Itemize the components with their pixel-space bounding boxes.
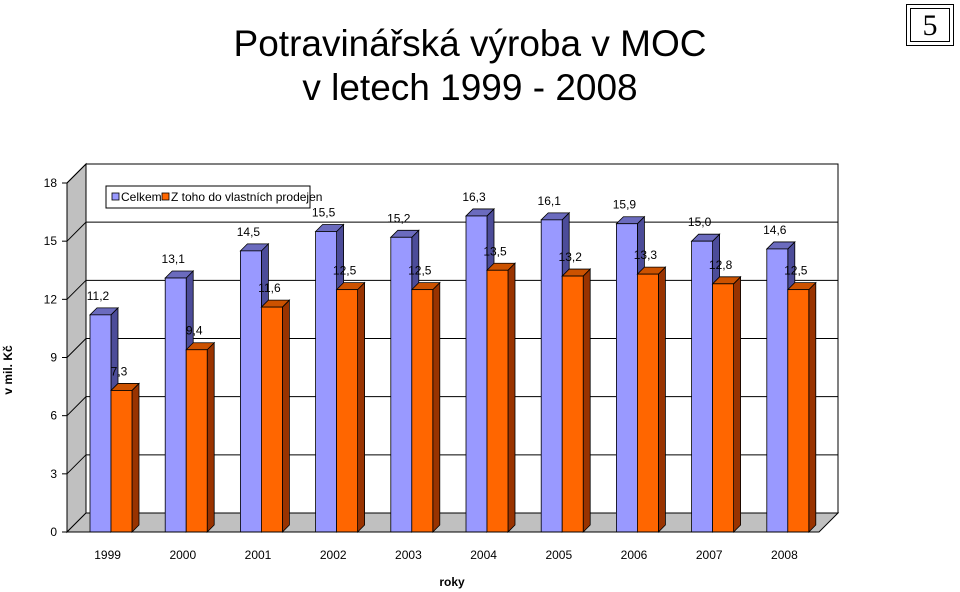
x-tick-label: 2006 (621, 548, 648, 562)
legend-swatch-vlastni-prodejny (161, 192, 170, 201)
bar-side (206, 341, 215, 533)
x-axis-title: roky (439, 575, 465, 589)
bar-vlastni-prodejny-2002 (335, 281, 366, 533)
x-tick-label: 2005 (545, 548, 572, 562)
data-label: 12,5 (784, 264, 808, 278)
slide-number: 5 (910, 8, 950, 42)
bar-front (616, 223, 638, 533)
data-label: 16,1 (538, 194, 562, 208)
bar-front (89, 314, 112, 533)
data-label: 15,9 (613, 198, 637, 212)
y-tick-label: 0 (50, 525, 57, 539)
bar-front (561, 275, 584, 533)
bar-front (110, 390, 133, 533)
bar-front (691, 240, 713, 533)
bar-vlastni-prodejny-2001 (260, 299, 291, 533)
gridline (66, 163, 838, 184)
bar-front (390, 236, 413, 533)
bar-side (281, 299, 290, 533)
data-label: 15,5 (312, 205, 336, 219)
y-tick-label: 6 (50, 409, 57, 423)
data-label: 13,5 (483, 244, 507, 258)
bar-side (582, 268, 591, 533)
bar-side (507, 262, 516, 533)
data-label: 16,3 (462, 190, 486, 204)
legend-label-vlastni-prodejny: Z toho do vlastních prodejen (171, 190, 322, 204)
bar-vlastni-prodejny-2006 (636, 266, 667, 533)
chart-legend: Celkem Z toho do vlastních prodejen (105, 185, 322, 209)
data-label: 13,1 (162, 252, 186, 266)
data-label: 11,2 (87, 289, 110, 303)
legend-swatch-celkem (111, 192, 120, 201)
bar-side (432, 281, 441, 533)
bar-front (260, 306, 283, 533)
data-label: 12,5 (333, 264, 357, 278)
y-tick-label: 12 (44, 292, 58, 306)
bar-front (411, 289, 434, 533)
data-label: 7,3 (111, 364, 128, 378)
bar-side (658, 266, 666, 533)
chart-data-labels: 11,2 7,3 13,1 9,4 14,5 11,6 15,5 12,5 15,2 12,5 16… (87, 190, 808, 379)
y-tick-label: 3 (50, 467, 57, 481)
x-tick-label: 2001 (245, 548, 272, 562)
data-label: 15,0 (688, 215, 712, 229)
x-tick-label: 2007 (696, 548, 723, 562)
bar-side (131, 382, 140, 533)
bar-front (185, 349, 208, 533)
slide-title: Potravinářská výroba v MOC v letech 1999… (160, 22, 780, 110)
bar-vlastni-prodejny-2003 (410, 281, 441, 533)
y-tick-label: 9 (50, 351, 57, 365)
bar-vlastni-prodejny-2005 (561, 268, 592, 533)
bar-front (164, 277, 187, 533)
bar-side (357, 281, 366, 533)
bar-vlastni-prodejny-1999 (110, 382, 140, 533)
y-tick-label: 18 (44, 176, 58, 190)
bar-vlastni-prodejny-2007 (711, 275, 742, 533)
gridline (66, 221, 838, 242)
bar-front (465, 215, 488, 533)
bar-front (486, 269, 509, 533)
x-tick-label: 2008 (771, 548, 798, 562)
bar-vlastni-prodejny-2008 (786, 281, 817, 533)
bar-side (808, 281, 817, 533)
data-label: 9,4 (186, 324, 203, 338)
x-tick-label: 2004 (470, 548, 497, 562)
x-tick-label: 2002 (320, 548, 347, 562)
bar-vlastni-prodejny-2000 (185, 341, 216, 533)
legend-label-celkem: Celkem (121, 190, 162, 204)
x-tick-label: 2003 (395, 548, 422, 562)
bar-side (733, 275, 741, 533)
data-label: 11,6 (258, 281, 281, 295)
slide-number-box: 5 (906, 4, 954, 46)
bar-front (336, 289, 359, 533)
x-tick-label: 2000 (169, 548, 196, 562)
bar-front (540, 219, 563, 533)
chart-bars (89, 207, 817, 533)
bar-front (712, 283, 734, 533)
bar-front (766, 248, 789, 533)
y-tick-label: 15 (44, 234, 58, 248)
data-label: 14,5 (237, 225, 261, 239)
data-label: 14,6 (763, 223, 787, 237)
bar-front (637, 273, 659, 533)
data-label: 15,2 (387, 211, 411, 225)
bar-front (787, 289, 810, 533)
data-label: 12,8 (709, 258, 733, 272)
bar-vlastni-prodejny-2004 (486, 262, 516, 533)
title-line-2: v letech 1999 - 2008 (302, 67, 638, 108)
chart-axes: 0 3 6 9 12 15 18 1999 2000 2001 2002 2003 2004 2005 20… (1, 176, 819, 589)
legend-box (105, 185, 311, 209)
data-label: 13,3 (634, 248, 658, 262)
data-label: 12,5 (408, 264, 432, 278)
x-tick-label: 1999 (94, 548, 121, 562)
title-line-1: Potravinářská výroba v MOC (233, 23, 707, 64)
data-label: 13,2 (559, 250, 583, 264)
y-axis-title: v mil. Kč (1, 345, 15, 395)
